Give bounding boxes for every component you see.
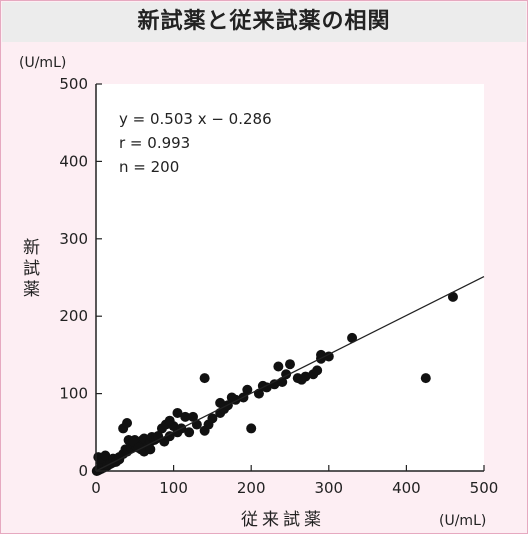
annotation-equation: y = 0.503 x − 0.286 xyxy=(119,110,272,128)
regression-line xyxy=(95,275,485,472)
x-tick-label: 0 xyxy=(91,479,101,497)
data-point xyxy=(242,384,253,395)
annotation-n: n = 200 xyxy=(119,158,179,176)
data-point xyxy=(246,423,257,434)
data-point xyxy=(312,365,323,376)
data-point xyxy=(145,444,156,455)
x-tick-label: 200 xyxy=(237,479,266,497)
x-tick-label: 400 xyxy=(392,479,421,497)
data-point xyxy=(100,450,111,461)
y-tick-label: 0 xyxy=(78,462,88,480)
chart-title: 新試薬と従来試薬の相関 xyxy=(137,9,391,34)
data-point xyxy=(184,427,195,438)
y-tick-label: 400 xyxy=(59,152,88,170)
data-point xyxy=(164,415,175,426)
data-point xyxy=(447,291,458,302)
data-point xyxy=(296,374,307,385)
y-tick-label: 200 xyxy=(59,307,88,325)
data-point xyxy=(215,397,226,408)
data-point xyxy=(269,379,280,390)
data-point xyxy=(159,436,170,447)
annotation-r: r = 0.993 xyxy=(119,134,190,152)
y-tick-label: 500 xyxy=(59,75,88,93)
x-tick-label: 300 xyxy=(314,479,343,497)
data-point xyxy=(122,418,133,429)
data-point xyxy=(180,411,191,422)
data-point xyxy=(199,373,210,384)
x-unit-label: (U/mL) xyxy=(439,513,486,529)
data-point xyxy=(273,361,284,372)
data-point xyxy=(347,332,358,343)
data-point xyxy=(323,351,334,362)
plot-area xyxy=(96,84,484,471)
x-tick-label: 500 xyxy=(470,479,499,497)
y-tick-label: 300 xyxy=(59,230,88,248)
axis-ticks: 0 100 200 300 400 500 0 100 200 300 400 500 xyxy=(59,75,498,497)
data-point xyxy=(226,392,237,403)
data-point xyxy=(207,413,218,424)
data-point xyxy=(285,359,295,370)
data-point xyxy=(420,373,431,384)
title-bar: 新試薬と従来試薬の相関 xyxy=(2,2,526,42)
x-tick-label: 100 xyxy=(159,479,188,497)
x-axis-title: 従来試薬 xyxy=(241,510,325,530)
data-point xyxy=(172,407,183,418)
y-tick-label: 100 xyxy=(59,385,88,403)
y-unit-label: (U/mL) xyxy=(19,55,66,71)
y-axis-title: 新試薬 xyxy=(19,238,40,301)
data-point xyxy=(188,411,198,422)
